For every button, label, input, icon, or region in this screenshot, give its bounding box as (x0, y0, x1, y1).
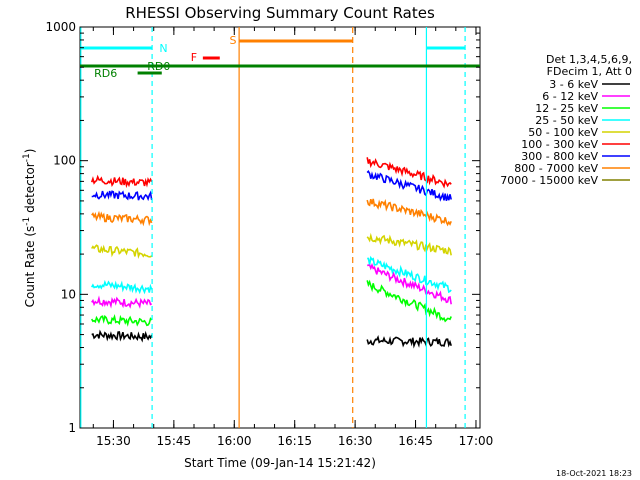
x-axis: 15:30 15:45 16:00 16:15 16:30 16:45 17:00 (92, 27, 494, 448)
series-line-1-seg-0 (91, 295, 153, 309)
legend-label-0: 3 - 6 keV (549, 78, 598, 91)
series-line-7-seg-0 (91, 210, 153, 227)
night-label: N (159, 42, 167, 55)
series-line-2-seg-0 (90, 314, 153, 327)
plot-frame (79, 26, 481, 429)
series-line-5-seg-0 (90, 174, 153, 189)
saa-label: S (229, 34, 236, 47)
series-line-0-seg-1 (366, 334, 452, 349)
plot-area: N F S RD0 RD6 (79, 26, 481, 429)
y-axis-label-part-3: -1 (22, 153, 32, 162)
legend-label-6: 300 - 800 keV (521, 150, 598, 163)
legend-label-4: 50 - 100 keV (528, 126, 598, 139)
x-tick-label-0: 15:30 (96, 434, 131, 448)
x-tick-label-3: 16:15 (277, 434, 312, 448)
series-line-4-seg-1 (366, 232, 452, 256)
y-axis-label-part-0: Count Rate (s (23, 226, 37, 308)
y-axis-label-part-2: detector (23, 162, 37, 217)
timestamp-footer: 18-Oct-2021 18:23 (556, 469, 632, 478)
chart-title: RHESSI Observing Summary Count Rates (125, 4, 435, 22)
series-line-3-seg-1 (367, 255, 452, 294)
y-tick-label-0: 1 (68, 421, 76, 435)
y-axis-label-part-1: -1 (22, 217, 32, 226)
legend-label-8: 7000 - 15000 keV (500, 174, 598, 187)
x-axis-label: Start Time (09-Jan-14 15:21:42) (184, 456, 376, 470)
legend-label-1: 6 - 12 keV (542, 90, 598, 103)
series-line-3-seg-0 (91, 279, 153, 295)
x-tick-label-5: 16:45 (398, 434, 433, 448)
legend-header-line-1: FDecim 1, Att 0 (547, 65, 632, 78)
series-line-5-seg-1 (366, 157, 452, 189)
series-line-7-seg-1 (366, 198, 452, 227)
y-axis: 1 10 100 1000 (45, 20, 480, 435)
legend-header-line-0: Det 1,3,4,5,6,9, (546, 53, 632, 66)
legend-label-5: 100 - 300 keV (521, 138, 598, 151)
series-line-6-seg-1 (366, 169, 452, 202)
series-line-2-seg-1 (366, 279, 452, 323)
x-tick-label-4: 16:30 (338, 434, 373, 448)
rd0-label: RD0 (147, 60, 170, 73)
series-line-4-seg-0 (91, 244, 153, 259)
y-axis-label: Count Rate (s-1 detector-1) (22, 149, 37, 308)
y-tick-label-3: 1000 (45, 20, 76, 34)
y-tick-label-2: 100 (53, 154, 76, 168)
rd6-label: RD6 (94, 67, 117, 80)
x-tick-label-2: 16:00 (217, 434, 252, 448)
series-line-6-seg-0 (91, 190, 153, 202)
legend-label-7: 800 - 7000 keV (514, 162, 598, 175)
y-axis-label-part-4: ) (23, 149, 37, 154)
y-tick-label-1: 10 (61, 287, 76, 301)
legend-label-3: 25 - 50 keV (535, 114, 598, 127)
legend: Det 1,3,4,5,6,9,FDecim 1, Att 03 - 6 keV… (500, 53, 632, 187)
series-line-0-seg-0 (91, 329, 153, 343)
x-tick-label-1: 15:45 (157, 434, 192, 448)
x-tick-label-6: 17:00 (459, 434, 494, 448)
series-line-1-seg-1 (367, 262, 452, 305)
flare-label: F (191, 51, 197, 64)
legend-label-2: 12 - 25 keV (535, 102, 598, 115)
